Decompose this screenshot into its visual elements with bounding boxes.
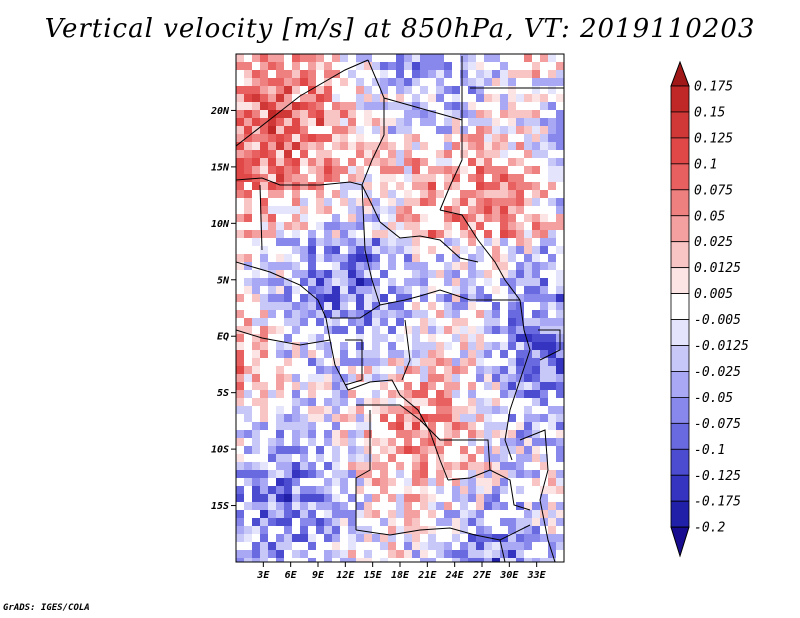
colorbar-label: 0.1 [694, 157, 717, 172]
lon-tick-label: 18E [391, 570, 410, 581]
lon-tick-label: 21E [417, 570, 437, 581]
colorbar-swatch [670, 163, 690, 191]
colorbar-bottom-arrow [670, 526, 690, 558]
lon-tick-label: 24E [445, 570, 465, 581]
velocity-field [236, 54, 564, 562]
colorbar-label: -0.005 [694, 313, 741, 328]
colorbar: 0.175 0.15 0.125 0.1 0.075 0.05 0.025 0.0125 0.0… [670, 60, 749, 558]
lon-tick-label: 15E [364, 570, 383, 581]
colorbar-label: 0.05 [694, 209, 725, 224]
lon-tick-label: 12E [336, 570, 355, 581]
colorbar-swatch [670, 448, 690, 476]
colorbar-swatch [670, 345, 690, 372]
lon-tick-label: 33E [527, 570, 547, 581]
colorbar-swatch [670, 396, 690, 424]
lat-tick-label: 5S [217, 388, 229, 399]
colorbar-label: -0.025 [694, 365, 741, 380]
colorbar-swatch [670, 319, 690, 346]
lat-tick-label: 20N [210, 106, 230, 117]
country-borders [236, 56, 564, 562]
lon-tick-label: 3E [256, 570, 270, 581]
colorbar-label: 0.0125 [694, 261, 741, 276]
colorbar-label: 0.15 [694, 105, 725, 120]
colorbar-label: 0.025 [694, 235, 733, 250]
map-title: Vertical velocity [m/s] at 850hPa, VT: 2… [44, 14, 756, 44]
latitude-ticks: 20N 15N 10N 5N EQ 5S 10S 15S [210, 106, 236, 512]
lat-tick-label: 5N [217, 275, 230, 286]
colorbar-swatch [670, 85, 690, 113]
colorbar-label: -0.125 [694, 469, 741, 484]
colorbar-top-arrow [670, 60, 690, 87]
lon-tick-label: 30E [499, 570, 519, 581]
longitude-ticks: 3E 6E 9E 12E 15E 18E 21E 24E 27E 30E 33E [256, 562, 547, 581]
colorbar-label: -0.2 [694, 521, 725, 536]
colorbar-label: -0.05 [694, 391, 733, 406]
lon-tick-label: 6E [285, 570, 298, 581]
colorbar-swatch [670, 241, 690, 269]
lat-tick-label: EQ [217, 332, 229, 343]
colorbar-swatch [670, 267, 690, 294]
colorbar-swatch [670, 422, 690, 450]
colorbar-label: 0.005 [694, 287, 733, 302]
lon-tick-label: 9E [312, 570, 325, 581]
colorbar-label: 0.125 [694, 131, 733, 146]
lat-tick-label: 10N [211, 219, 230, 230]
lat-tick-label: 15S [211, 501, 229, 512]
lon-tick-label: 27E [472, 570, 492, 581]
colorbar-swatch [670, 293, 690, 320]
colorbar-label: 0.175 [694, 80, 733, 95]
colorbar-swatch [670, 111, 690, 139]
colorbar-swatch [670, 137, 690, 165]
colorbar-swatch [670, 215, 690, 243]
lat-tick-label: 15N [211, 162, 230, 173]
lat-tick-label: 10S [211, 445, 229, 456]
colorbar-label: -0.1 [694, 443, 725, 458]
grads-credit: GrADS: IGES/COLA [3, 603, 90, 613]
colorbar-swatch [670, 500, 690, 528]
colorbar-label: -0.075 [694, 417, 741, 432]
colorbar-label: -0.0125 [694, 339, 749, 354]
colorbar-swatch [670, 371, 690, 398]
colorbar-swatch [670, 189, 690, 217]
colorbar-label: -0.175 [694, 495, 741, 510]
colorbar-label: 0.075 [694, 183, 733, 198]
colorbar-swatch [670, 474, 690, 502]
